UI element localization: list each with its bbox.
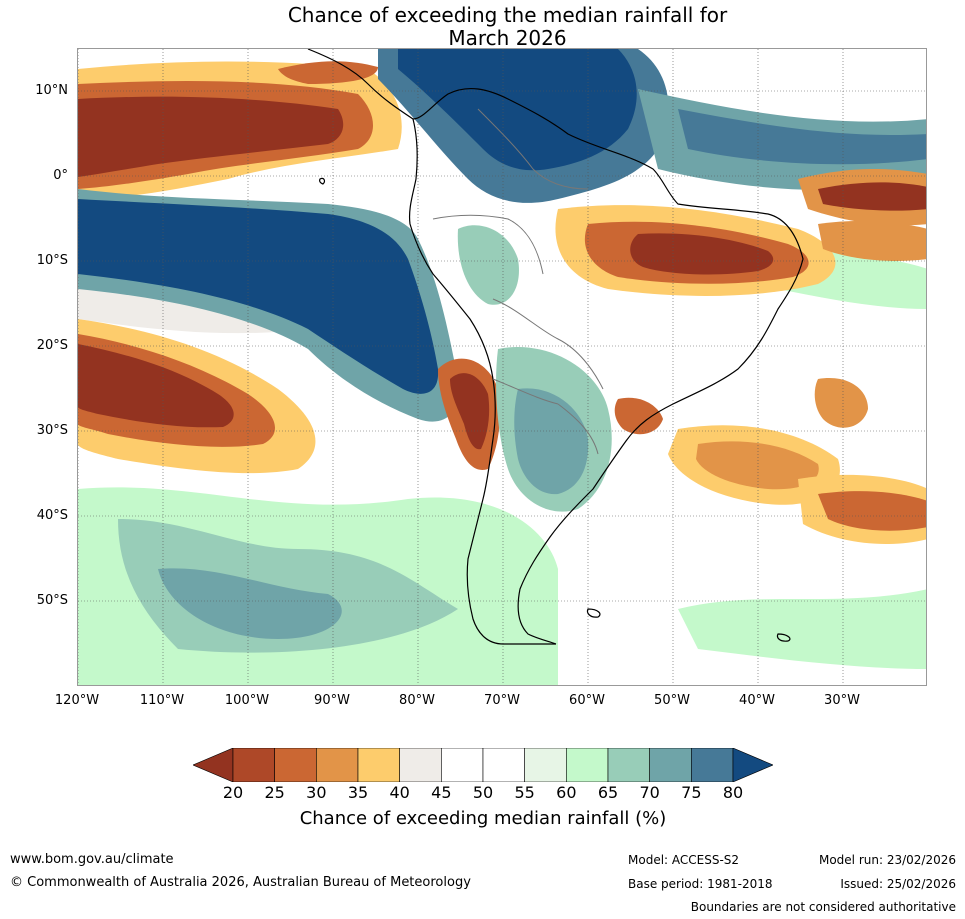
rainfall-map bbox=[77, 48, 927, 686]
map-title: Chance of exceeding the median rainfall … bbox=[0, 4, 965, 50]
lon-label-110w: 110°W bbox=[139, 693, 185, 708]
region-chile-dry bbox=[450, 373, 490, 450]
region-brazil-dry bbox=[630, 233, 774, 275]
colorbar-extend-low bbox=[193, 748, 234, 782]
colorbar-segment bbox=[482, 748, 525, 782]
colorbar-tick-label: 80 bbox=[722, 783, 744, 802]
colorbar-tick-label: 55 bbox=[514, 783, 535, 802]
lat-label-30s: 30°S bbox=[36, 423, 68, 438]
lon-label-40w: 40°W bbox=[739, 693, 775, 708]
footer-base-period: Base period: 1981-2018 bbox=[628, 877, 773, 891]
region-north-pacific-dry bbox=[78, 96, 344, 177]
colorbar-segment bbox=[274, 748, 317, 782]
lon-label-30w: 30°W bbox=[824, 693, 860, 708]
colorbar-tick-label: 70 bbox=[639, 783, 660, 802]
colorbar-segment bbox=[524, 748, 567, 782]
coastline bbox=[307, 49, 804, 645]
lon-label-100w: 100°W bbox=[224, 693, 270, 708]
colorbar-segment bbox=[649, 748, 692, 782]
lat-label-50s: 50°S bbox=[36, 593, 68, 608]
colorbar-segment bbox=[232, 748, 275, 782]
colorbar-segment bbox=[566, 748, 609, 782]
colorbar-segment bbox=[441, 748, 484, 782]
footer-copyright: © Commonwealth of Australia 2026, Austra… bbox=[10, 875, 471, 890]
colorbar-tick-label: 30 bbox=[306, 783, 327, 802]
colorbar-segment bbox=[399, 748, 442, 782]
graticule bbox=[78, 49, 926, 685]
footer-model: Model: ACCESS-S2 bbox=[628, 853, 740, 867]
footer-disclaimer: Boundaries are not considered authoritat… bbox=[690, 900, 956, 914]
colorbar-tick-label: 45 bbox=[431, 783, 452, 802]
title-line-2: March 2026 bbox=[448, 26, 567, 50]
footer-website: www.bom.gov.au/climate bbox=[10, 852, 174, 867]
colorbar-extend-high bbox=[732, 748, 773, 782]
colorbar-tick-label: 60 bbox=[556, 783, 577, 802]
colorbar-tick-label: 25 bbox=[264, 783, 285, 802]
lat-label-40s: 40°S bbox=[36, 508, 68, 523]
lat-label-0: 0° bbox=[53, 168, 68, 183]
lon-label-90w: 90°W bbox=[314, 693, 350, 708]
lon-label-80w: 80°W bbox=[399, 693, 435, 708]
colorbar bbox=[193, 748, 773, 782]
map-canvas bbox=[78, 49, 926, 685]
colorbar-segment bbox=[607, 748, 650, 782]
footer-issued: Issued: 25/02/2026 bbox=[840, 877, 956, 891]
colorbar-tick-label: 35 bbox=[347, 783, 369, 802]
colorbar-segment bbox=[357, 748, 400, 782]
colorbar-tick-label: 75 bbox=[681, 783, 702, 802]
colorbar-tick-label: 20 bbox=[222, 783, 244, 802]
colorbar-tick-label: 40 bbox=[389, 783, 410, 802]
colorbar-tick-label: 50 bbox=[472, 783, 494, 802]
title-line-1: Chance of exceeding the median rainfall … bbox=[287, 3, 728, 27]
lat-label-10n: 10°N bbox=[35, 83, 68, 98]
colorbar-tick-label: 65 bbox=[597, 783, 619, 802]
lat-label-10s: 10°S bbox=[36, 253, 68, 268]
colorbar-segment bbox=[691, 748, 734, 782]
colorbar-label: Chance of exceeding median rainfall (%) bbox=[299, 808, 667, 829]
lon-label-60w: 60°W bbox=[569, 693, 605, 708]
country-borders bbox=[432, 108, 604, 455]
region-equatorial-pacific-wet bbox=[78, 199, 439, 394]
colorbar-segment bbox=[316, 748, 359, 782]
region-northern-south-america-wet bbox=[398, 49, 637, 171]
footer-model-run: Model run: 23/02/2026 bbox=[818, 853, 956, 867]
lon-label-50w: 50°W bbox=[654, 693, 690, 708]
lon-label-70w: 70°W bbox=[484, 693, 520, 708]
lat-label-20s: 20°S bbox=[36, 338, 68, 353]
lon-label-120w: 120°W bbox=[54, 693, 100, 708]
